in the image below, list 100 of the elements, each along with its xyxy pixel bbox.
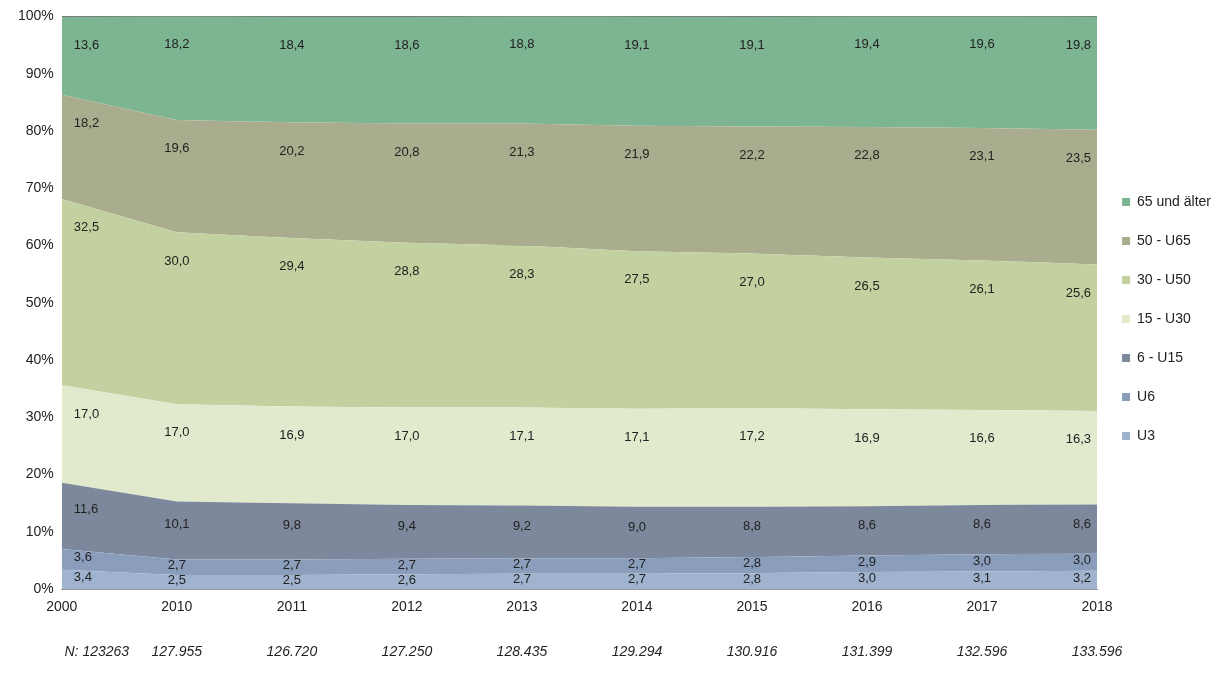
data-label: 2,5: [167, 572, 186, 588]
y-tick-label: 10%: [25, 522, 54, 539]
data-label: 2,7: [512, 556, 531, 572]
text: 131.399: [841, 643, 893, 660]
text: 133.596: [1071, 643, 1123, 660]
text: 127.250: [381, 643, 433, 660]
x-tick-label: 2013: [506, 598, 538, 615]
data-label: 26,5: [854, 277, 880, 293]
data-label: 27,0: [739, 273, 765, 289]
y-tick-label: 30%: [25, 408, 54, 425]
data-label: 11,6: [73, 500, 99, 516]
data-label: 17,0: [394, 427, 420, 443]
data-label: 20,2: [279, 142, 305, 158]
data-label: 28,8: [394, 262, 420, 278]
y-tick-label: 90%: [25, 64, 54, 81]
data-label: 2,7: [397, 556, 416, 572]
data-label: 3,0: [1072, 552, 1092, 568]
y-tick-label: 40%: [25, 350, 54, 367]
data-label: 29,4: [279, 258, 305, 274]
data-label: 19,1: [739, 37, 765, 53]
y-tick-label: 50%: [25, 293, 54, 310]
data-label: 3,6: [73, 548, 92, 564]
data-label: 19,1: [624, 36, 650, 52]
data-label: 8,8: [742, 518, 762, 534]
data-label: 21,9: [624, 146, 650, 162]
data-label: 2,6: [397, 571, 416, 587]
data-label: 27,5: [624, 271, 650, 287]
data-label: 30,0: [164, 252, 190, 268]
data-label: 16,3: [1065, 431, 1092, 447]
data-label: 9,8: [282, 517, 301, 533]
data-label: 2,5: [282, 572, 301, 588]
text: 129.294: [611, 643, 663, 660]
data-label: 16,9: [854, 429, 880, 445]
y-tick-label: 60%: [25, 236, 54, 253]
data-label: 19,8: [1065, 36, 1092, 52]
y-tick-label: 80%: [25, 121, 54, 138]
data-label: 8,6: [1072, 515, 1092, 531]
data-label: 2,7: [282, 557, 301, 573]
data-label: 32,5: [73, 219, 100, 235]
data-label: 20,8: [394, 143, 420, 159]
x-tick-label: 2010: [161, 598, 193, 615]
data-label: 3,0: [972, 552, 992, 568]
y-tick-label: 20%: [25, 465, 54, 482]
data-label: 18,4: [279, 37, 305, 53]
data-label: 8,6: [857, 517, 877, 533]
data-label: 3,1: [972, 570, 992, 586]
x-tick-label: 2017: [966, 598, 998, 615]
x-tick-label: 2014: [621, 598, 653, 615]
data-label: 17,2: [739, 428, 765, 444]
text: N: 123263: [64, 643, 130, 660]
legend-label: 15 - U30: [1137, 309, 1191, 326]
data-label: 19,4: [854, 36, 880, 52]
legend-label: 6 - U15: [1137, 348, 1184, 365]
data-label: 18,6: [394, 37, 420, 53]
data-label: 2,7: [167, 557, 186, 573]
data-label: 3,0: [857, 570, 877, 586]
data-label: 19,6: [969, 36, 995, 52]
data-label: 19,6: [164, 140, 190, 156]
data-label: 10,1: [164, 516, 190, 532]
data-label: 17,1: [624, 428, 650, 444]
data-label: 16,9: [279, 426, 305, 442]
x-tick-label: 2018: [1081, 598, 1113, 615]
text: 132.596: [956, 643, 1008, 660]
legend-label: 65 und älter: [1137, 192, 1212, 209]
data-label: 16,6: [969, 430, 995, 446]
text: 128.435: [496, 643, 548, 660]
data-label: 8,6: [972, 516, 992, 532]
data-label: 9,4: [397, 518, 416, 534]
data-label: 22,2: [739, 146, 765, 162]
data-label: 2,7: [627, 571, 646, 587]
data-label: 23,1: [969, 148, 995, 164]
data-label: 26,1: [969, 280, 995, 296]
data-label: 18,8: [509, 36, 535, 52]
data-label: 22,8: [854, 147, 880, 163]
data-label: 2,7: [512, 571, 531, 587]
data-label: 25,6: [1065, 284, 1092, 300]
data-label: 28,3: [509, 265, 535, 281]
legend-label: U3: [1137, 426, 1156, 443]
data-label: 9,2: [512, 518, 531, 534]
data-label: 18,2: [164, 36, 190, 52]
text: 126.720: [266, 643, 318, 660]
x-tick-label: 2000: [46, 598, 78, 615]
data-label: 13,6: [73, 37, 100, 53]
data-label: 21,3: [509, 143, 535, 159]
data-label: 2,7: [627, 556, 646, 572]
data-label: 2,8: [742, 571, 762, 587]
y-tick-label: 70%: [25, 179, 54, 196]
data-label: 23,5: [1065, 150, 1092, 166]
x-tick-label: 2012: [391, 598, 423, 615]
legend-label: 50 - U65: [1137, 231, 1191, 248]
x-tick-label: 2011: [276, 598, 308, 615]
data-label: 17,1: [509, 427, 535, 443]
data-label: 2,9: [857, 553, 877, 569]
y-tick-label: 100%: [17, 7, 54, 24]
text: 130.916: [726, 643, 778, 660]
x-tick-label: 2016: [851, 598, 883, 615]
data-label: 3,4: [73, 569, 92, 585]
data-label: 9,0: [627, 518, 646, 534]
legend-label: U6: [1137, 387, 1156, 404]
data-label: 17,0: [164, 424, 190, 440]
